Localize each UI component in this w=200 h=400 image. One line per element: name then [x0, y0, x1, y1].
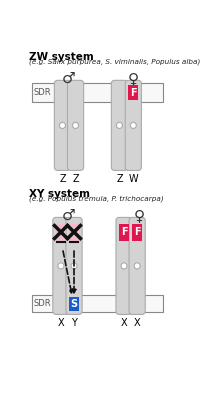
Bar [32, 84, 163, 102]
Ellipse shape [116, 122, 122, 128]
Text: S: S [70, 299, 78, 309]
Text: Z: Z [72, 174, 79, 184]
Text: ♀: ♀ [128, 71, 139, 86]
FancyBboxPatch shape [53, 218, 69, 314]
FancyBboxPatch shape [66, 218, 82, 314]
Ellipse shape [134, 263, 140, 269]
Text: W: W [128, 174, 138, 184]
Ellipse shape [130, 122, 136, 128]
Text: F: F [130, 88, 137, 98]
FancyBboxPatch shape [125, 80, 141, 170]
Ellipse shape [71, 263, 77, 269]
Bar [119, 224, 129, 240]
Text: F: F [121, 227, 127, 237]
Text: ♀: ♀ [134, 208, 145, 223]
Bar [128, 85, 138, 100]
Bar [132, 224, 142, 240]
Text: XY system: XY system [29, 189, 90, 199]
Text: X: X [134, 318, 140, 328]
FancyBboxPatch shape [116, 218, 132, 314]
Text: Y: Y [71, 318, 77, 328]
FancyBboxPatch shape [129, 218, 145, 314]
Ellipse shape [73, 122, 79, 128]
Text: (e.g. Salix purpurea, S. viminalis, Populus alba): (e.g. Salix purpurea, S. viminalis, Popu… [29, 59, 200, 65]
Text: ZW system: ZW system [29, 52, 93, 62]
Text: Z: Z [59, 174, 66, 184]
Bar [56, 224, 66, 240]
Text: X: X [121, 318, 127, 328]
Text: ♂: ♂ [62, 71, 75, 86]
Text: X: X [58, 318, 64, 328]
Text: Z: Z [116, 174, 123, 184]
Bar [69, 224, 79, 240]
Text: SDR: SDR [34, 88, 52, 97]
FancyBboxPatch shape [67, 80, 84, 170]
FancyBboxPatch shape [111, 80, 128, 170]
Text: F: F [134, 227, 140, 237]
Text: SDR: SDR [34, 299, 52, 308]
Bar [32, 295, 163, 312]
Ellipse shape [58, 263, 64, 269]
Ellipse shape [59, 122, 65, 128]
Text: (e.g. Populus tremula, P. trichocarpa): (e.g. Populus tremula, P. trichocarpa) [29, 196, 163, 202]
Text: ♂: ♂ [62, 208, 75, 223]
Bar [69, 297, 79, 310]
Ellipse shape [121, 263, 127, 269]
FancyBboxPatch shape [54, 80, 71, 170]
